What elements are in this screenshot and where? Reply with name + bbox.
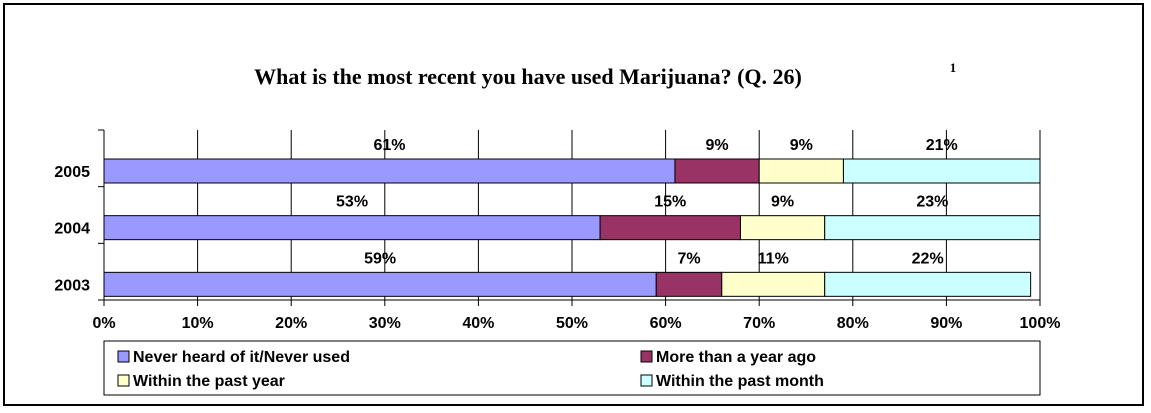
title-superscript: 1 <box>950 60 957 75</box>
bar-segment <box>655 271 723 297</box>
legend-swatch <box>117 374 130 387</box>
x-tick-label: 0% <box>92 315 115 332</box>
data-label: 9% <box>706 137 729 154</box>
legend-label: Never heard of it/Never used <box>133 349 350 366</box>
bar-segment <box>599 215 741 241</box>
x-tick-label: 100% <box>1020 315 1061 332</box>
data-label: 23% <box>916 194 948 211</box>
bar-segment <box>674 158 760 184</box>
x-tick-label: 30% <box>369 315 401 332</box>
x-tick-label: 20% <box>275 315 307 332</box>
data-label: 21% <box>926 137 958 154</box>
x-tick-label: 40% <box>462 315 494 332</box>
bar-segment <box>758 158 844 184</box>
data-label: 9% <box>771 194 794 211</box>
category-label: 2004 <box>54 221 90 238</box>
legend-box <box>103 340 1041 396</box>
data-label: 15% <box>654 194 686 211</box>
chart-title: What is the most recent you have used Ma… <box>254 64 802 89</box>
data-label: 53% <box>336 194 368 211</box>
x-tick-label: 80% <box>837 315 869 332</box>
data-label: 22% <box>912 250 944 267</box>
x-tick-label: 70% <box>743 315 775 332</box>
category-label: 2003 <box>54 277 90 294</box>
data-label: 7% <box>677 250 700 267</box>
bar-segment <box>824 215 1041 241</box>
data-label: 61% <box>373 137 405 154</box>
data-label: 59% <box>364 250 396 267</box>
chart-frame <box>3 3 1144 406</box>
category-label: 2005 <box>54 164 90 181</box>
legend-label: Within the past year <box>133 373 285 390</box>
legend-swatch <box>640 350 653 363</box>
data-label: 11% <box>758 250 789 267</box>
bar-segment <box>103 215 601 241</box>
bar-segment <box>103 158 676 184</box>
bar-segment <box>739 215 826 241</box>
x-tick-label: 90% <box>930 315 962 332</box>
legend-label: More than a year ago <box>656 349 816 366</box>
legend-label: Within the past month <box>656 373 824 390</box>
data-label: 9% <box>790 137 813 154</box>
legend-swatch <box>117 350 130 363</box>
bar-segment <box>721 271 826 297</box>
bar-segment <box>842 158 1041 184</box>
x-tick-label: 10% <box>182 315 214 332</box>
x-tick-label: 60% <box>650 315 682 332</box>
bar-segment <box>824 271 1032 297</box>
bar-segment <box>103 271 657 297</box>
x-tick-label: 50% <box>556 315 588 332</box>
legend-swatch <box>640 374 653 387</box>
